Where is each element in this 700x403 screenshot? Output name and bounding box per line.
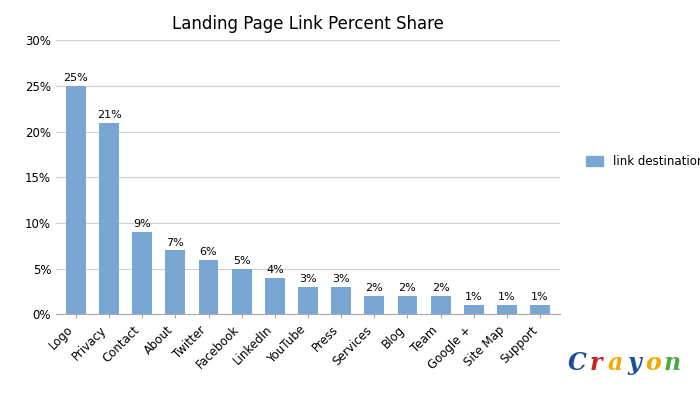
Bar bbox=[365, 296, 384, 314]
Bar bbox=[398, 296, 417, 314]
Text: 9%: 9% bbox=[133, 219, 151, 229]
Text: o: o bbox=[645, 351, 661, 375]
Text: 6%: 6% bbox=[199, 247, 217, 257]
Bar bbox=[464, 305, 484, 314]
Bar bbox=[66, 86, 86, 314]
Text: 21%: 21% bbox=[97, 110, 121, 120]
Bar bbox=[331, 287, 351, 314]
Text: 1%: 1% bbox=[531, 293, 549, 303]
Bar bbox=[430, 296, 451, 314]
Text: 4%: 4% bbox=[266, 265, 284, 275]
Text: a: a bbox=[608, 351, 623, 375]
Text: n: n bbox=[664, 351, 680, 375]
Text: 2%: 2% bbox=[432, 283, 449, 293]
Bar bbox=[165, 250, 186, 314]
Text: 3%: 3% bbox=[299, 274, 317, 284]
Text: 25%: 25% bbox=[64, 73, 88, 83]
Text: 2%: 2% bbox=[365, 283, 383, 293]
Bar bbox=[99, 123, 119, 314]
Bar bbox=[298, 287, 318, 314]
Text: 1%: 1% bbox=[498, 293, 516, 303]
Bar bbox=[497, 305, 517, 314]
Text: 1%: 1% bbox=[465, 293, 482, 303]
Bar bbox=[265, 278, 285, 314]
Text: y: y bbox=[627, 351, 641, 375]
Title: Landing Page Link Percent Share: Landing Page Link Percent Share bbox=[172, 15, 444, 33]
Text: 3%: 3% bbox=[332, 274, 350, 284]
Text: 2%: 2% bbox=[398, 283, 416, 293]
Bar bbox=[132, 232, 152, 314]
Text: C: C bbox=[568, 351, 587, 375]
Legend: link destination: link destination bbox=[581, 150, 700, 173]
Bar bbox=[232, 269, 251, 314]
Bar bbox=[199, 260, 218, 314]
Bar bbox=[530, 305, 550, 314]
Text: 7%: 7% bbox=[167, 238, 184, 248]
Text: 5%: 5% bbox=[233, 256, 251, 266]
Text: r: r bbox=[590, 351, 603, 375]
